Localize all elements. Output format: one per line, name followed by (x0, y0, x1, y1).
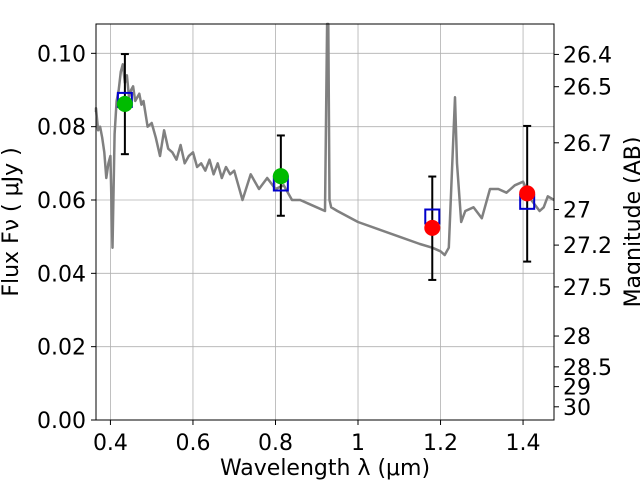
right-tick-label: 27.5 (563, 276, 612, 301)
y-axis-label: Flux Fν ( μJy ) (0, 147, 24, 296)
spectrum-layer (94, 22, 555, 257)
green-circle-marker (272, 168, 289, 185)
right-tick-label: 26.4 (563, 43, 612, 68)
x-tick-label: 0.6 (175, 431, 210, 456)
x-tick-label: 1.2 (423, 431, 458, 456)
y-tick-label: 0.10 (37, 42, 86, 67)
y-tick-label: 0.06 (37, 189, 86, 214)
right-axis-label: Magnitude (AB) (621, 137, 640, 308)
y-tick-label: 0.00 (37, 409, 86, 434)
x-axis-label: Wavelength λ (μm) (220, 456, 430, 480)
right-tick-label: 26.7 (563, 132, 612, 157)
red-circle-marker (424, 219, 441, 236)
y-tick-label: 0.04 (37, 262, 86, 287)
y-axis: 0.00 0.02 0.04 0.06 0.08 0.10 (37, 42, 96, 434)
x-tick-label: 1 (351, 431, 365, 456)
x-axis: 0.4 0.6 0.8 1 1.2 1.4 (93, 420, 541, 456)
model-spectrum-line (94, 22, 555, 257)
right-tick-label: 28.5 (563, 356, 612, 381)
right-tick-label: 30 (563, 396, 591, 421)
x-tick-label: 0.8 (258, 431, 293, 456)
plot-frame (95, 23, 555, 421)
green-circle-marker (116, 95, 133, 112)
right-tick-label: 27.2 (563, 234, 612, 259)
right-tick-label: 28 (563, 325, 591, 350)
x-tick-label: 0.4 (93, 431, 128, 456)
x-tick-label: 1.4 (506, 431, 541, 456)
right-tick-label: 26.5 (563, 76, 612, 101)
right-tick-label: 29 (563, 376, 591, 401)
grid (96, 24, 554, 421)
y-tick-label: 0.02 (37, 336, 86, 361)
right-tick-label: 27 (563, 199, 591, 224)
red-circle-marker (519, 185, 536, 202)
y-tick-label: 0.08 (37, 116, 86, 141)
markers (116, 91, 536, 236)
